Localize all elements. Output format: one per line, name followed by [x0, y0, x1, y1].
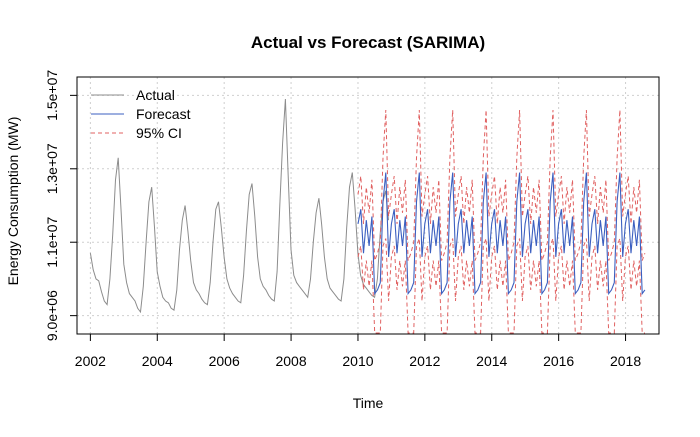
x-tick-label: 2004	[142, 353, 173, 369]
axes: 2002 2004 2006 2008 2010 2012 2014 2016 2018 9.0e…	[44, 70, 641, 369]
x-tick-label: 2016	[543, 353, 574, 369]
legend-label: 95% CI	[136, 125, 182, 141]
y-tick-label: 1.3e+07	[44, 143, 60, 194]
grid	[77, 77, 659, 334]
series-layer	[89, 98, 646, 334]
x-tick-label: 2018	[610, 353, 641, 369]
ci-lower-line	[357, 238, 645, 334]
actual-series-line	[89, 98, 389, 314]
x-axis-label: Time	[353, 395, 384, 411]
x-tick-label: 2014	[476, 353, 507, 369]
legend: Actual Forecast 95% CI	[91, 87, 191, 141]
y-tick-label: 1.1e+07	[44, 217, 60, 268]
x-tick-label: 2002	[75, 353, 106, 369]
y-tick-label: 9.0e+06	[44, 290, 60, 341]
x-tick-label: 2010	[342, 353, 373, 369]
chart-title: Actual vs Forecast (SARIMA)	[251, 33, 485, 52]
x-tick-label: 2012	[409, 353, 440, 369]
forecast-series-line	[357, 172, 646, 296]
legend-label: Actual	[136, 87, 175, 103]
x-tick-label: 2006	[209, 353, 240, 369]
legend-label: Forecast	[136, 106, 191, 122]
y-tick-label: 1.5e+07	[44, 70, 60, 121]
y-axis-label: Energy Consumption (MW)	[5, 117, 21, 286]
x-tick-label: 2008	[275, 353, 306, 369]
